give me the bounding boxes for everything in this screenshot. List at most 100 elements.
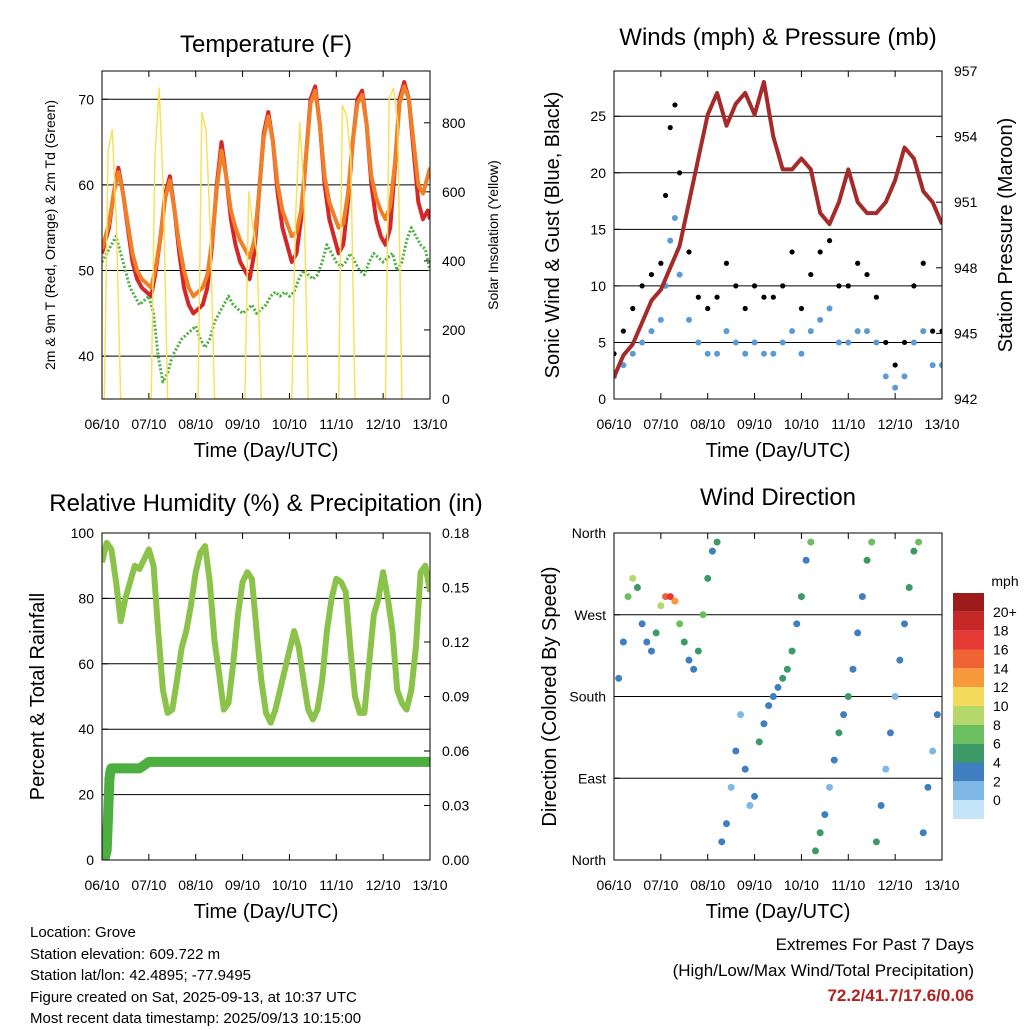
direction-point	[755, 738, 763, 746]
y-right-tick-label: 945	[954, 325, 978, 341]
y-axis-label: 2m & 9m T (Red, Orange) & 2m Td (Green)	[42, 100, 58, 370]
y-tick-label: 20	[78, 787, 94, 803]
y-right-tick-label: 600	[442, 184, 466, 200]
x-axis-label: Time (Day/UTC)	[194, 901, 339, 923]
y-tick-label: North	[572, 525, 606, 541]
gust-point	[770, 294, 776, 300]
x-tick-label: 07/10	[131, 416, 166, 432]
y-tick-label: 60	[78, 177, 94, 193]
chart-panel-4: Wind Direction North East South West North 06/…	[539, 484, 1019, 923]
direction-point	[891, 693, 899, 700]
y-right-tick-label: 951	[954, 194, 978, 210]
colorbar-label: 14	[993, 660, 1009, 676]
y-right-tick-label: 948	[954, 260, 978, 276]
gust-point	[723, 260, 730, 266]
direction-point	[722, 820, 730, 828]
wind-point	[929, 362, 936, 369]
gust-point	[798, 305, 805, 312]
extremes-box: Extremes For Past 7 Days (High/Low/Max W…	[673, 932, 974, 1009]
wind-point	[835, 339, 842, 346]
plot-area	[615, 538, 941, 855]
gust-point	[808, 271, 814, 278]
direction-point	[826, 783, 834, 791]
wind-point	[817, 316, 824, 323]
colorbar-swatch	[953, 630, 984, 650]
x-tick-label: 13/10	[924, 877, 959, 893]
gust-point	[672, 102, 678, 108]
created-text: Figure created on Sat, 2025-09-13, at 10…	[30, 988, 357, 1006]
direction-point	[633, 584, 641, 591]
y-tick-label: 10	[590, 278, 606, 294]
colorbar-label: 0	[993, 792, 1001, 808]
y-tick-label: 70	[78, 91, 94, 107]
y-right-tick-label: 0	[442, 391, 450, 407]
y-tick-label: East	[578, 770, 606, 786]
chart-title: Temperature (F)	[180, 31, 352, 58]
gust-point	[826, 238, 833, 244]
y-tick-label: 5	[598, 334, 606, 350]
direction-point	[769, 693, 777, 700]
plot-area	[102, 539, 430, 860]
wind-point	[845, 339, 852, 346]
direction-point	[718, 838, 726, 846]
x-tick-label: 12/10	[878, 877, 913, 893]
x-tick-label: 07/10	[643, 416, 678, 432]
direction-point	[615, 674, 623, 682]
direction-point	[737, 711, 745, 719]
wind-point	[671, 215, 678, 222]
y-right-tick-label: 200	[442, 322, 466, 338]
plot-frame	[101, 70, 431, 400]
direction-point	[741, 765, 749, 773]
direction-point	[793, 620, 801, 628]
wind-point	[760, 350, 767, 357]
series-line	[102, 539, 430, 726]
chart-title: Relative Humidity (%) & Precipitation (i…	[49, 490, 482, 517]
y-axis-label: Direction (Colored By Speed)	[539, 566, 561, 826]
y-tick-label: 25	[590, 108, 606, 124]
y-right-tick-label: 400	[442, 253, 466, 269]
y-right-tick-label: 800	[442, 115, 466, 131]
gust-point	[742, 305, 748, 312]
colorbar-swatch	[953, 743, 984, 763]
x-tick-label: 09/10	[737, 877, 772, 893]
direction-point	[676, 620, 684, 628]
x-axis-label: Time (Day/UTC)	[706, 440, 851, 462]
y-tick-label: West	[574, 607, 606, 623]
x-tick-label: 08/10	[690, 877, 725, 893]
gust-point	[864, 271, 870, 278]
wind-point	[789, 328, 796, 335]
gust-point	[639, 283, 645, 289]
direction-point	[629, 574, 637, 582]
x-tick-label: 06/10	[84, 416, 119, 432]
colorbar-label: 16	[993, 642, 1009, 658]
gust-point	[855, 260, 861, 266]
y-right-axis-label: Solar Insolation (Yellow)	[485, 160, 501, 310]
x-tick-label: 09/10	[225, 416, 260, 432]
direction-point	[802, 556, 810, 564]
direction-point	[751, 792, 759, 800]
plot-frame	[613, 70, 943, 400]
x-tick-label: 10/10	[784, 877, 819, 893]
x-tick-label: 08/10	[178, 416, 213, 432]
wind-point	[779, 339, 786, 346]
colorbar-label: 8	[993, 717, 1001, 733]
gust-point	[677, 170, 683, 176]
direction-point	[680, 638, 688, 646]
gust-point	[686, 249, 692, 255]
direction-point	[807, 538, 815, 546]
x-tick-label: 08/10	[178, 877, 213, 893]
chart-panel-1: Temperature (F) 40 50 60 70 0 200 400 600 800 06/1…	[42, 31, 501, 462]
direction-point	[886, 729, 894, 737]
direction-point	[872, 838, 880, 846]
plot-area	[614, 79, 942, 391]
colorbar-swatch	[953, 593, 984, 612]
extremes-subtitle: (High/Low/Max Wind/Total Precipitation)	[672, 960, 974, 980]
y-tick-label: 50	[78, 263, 94, 279]
direction-point	[811, 847, 819, 855]
wind-point	[807, 328, 814, 335]
direction-point	[760, 720, 768, 728]
y-tick-label: 40	[78, 348, 94, 364]
wind-point	[910, 339, 917, 346]
colorbar-swatch	[953, 762, 984, 782]
wind-point	[667, 237, 674, 244]
